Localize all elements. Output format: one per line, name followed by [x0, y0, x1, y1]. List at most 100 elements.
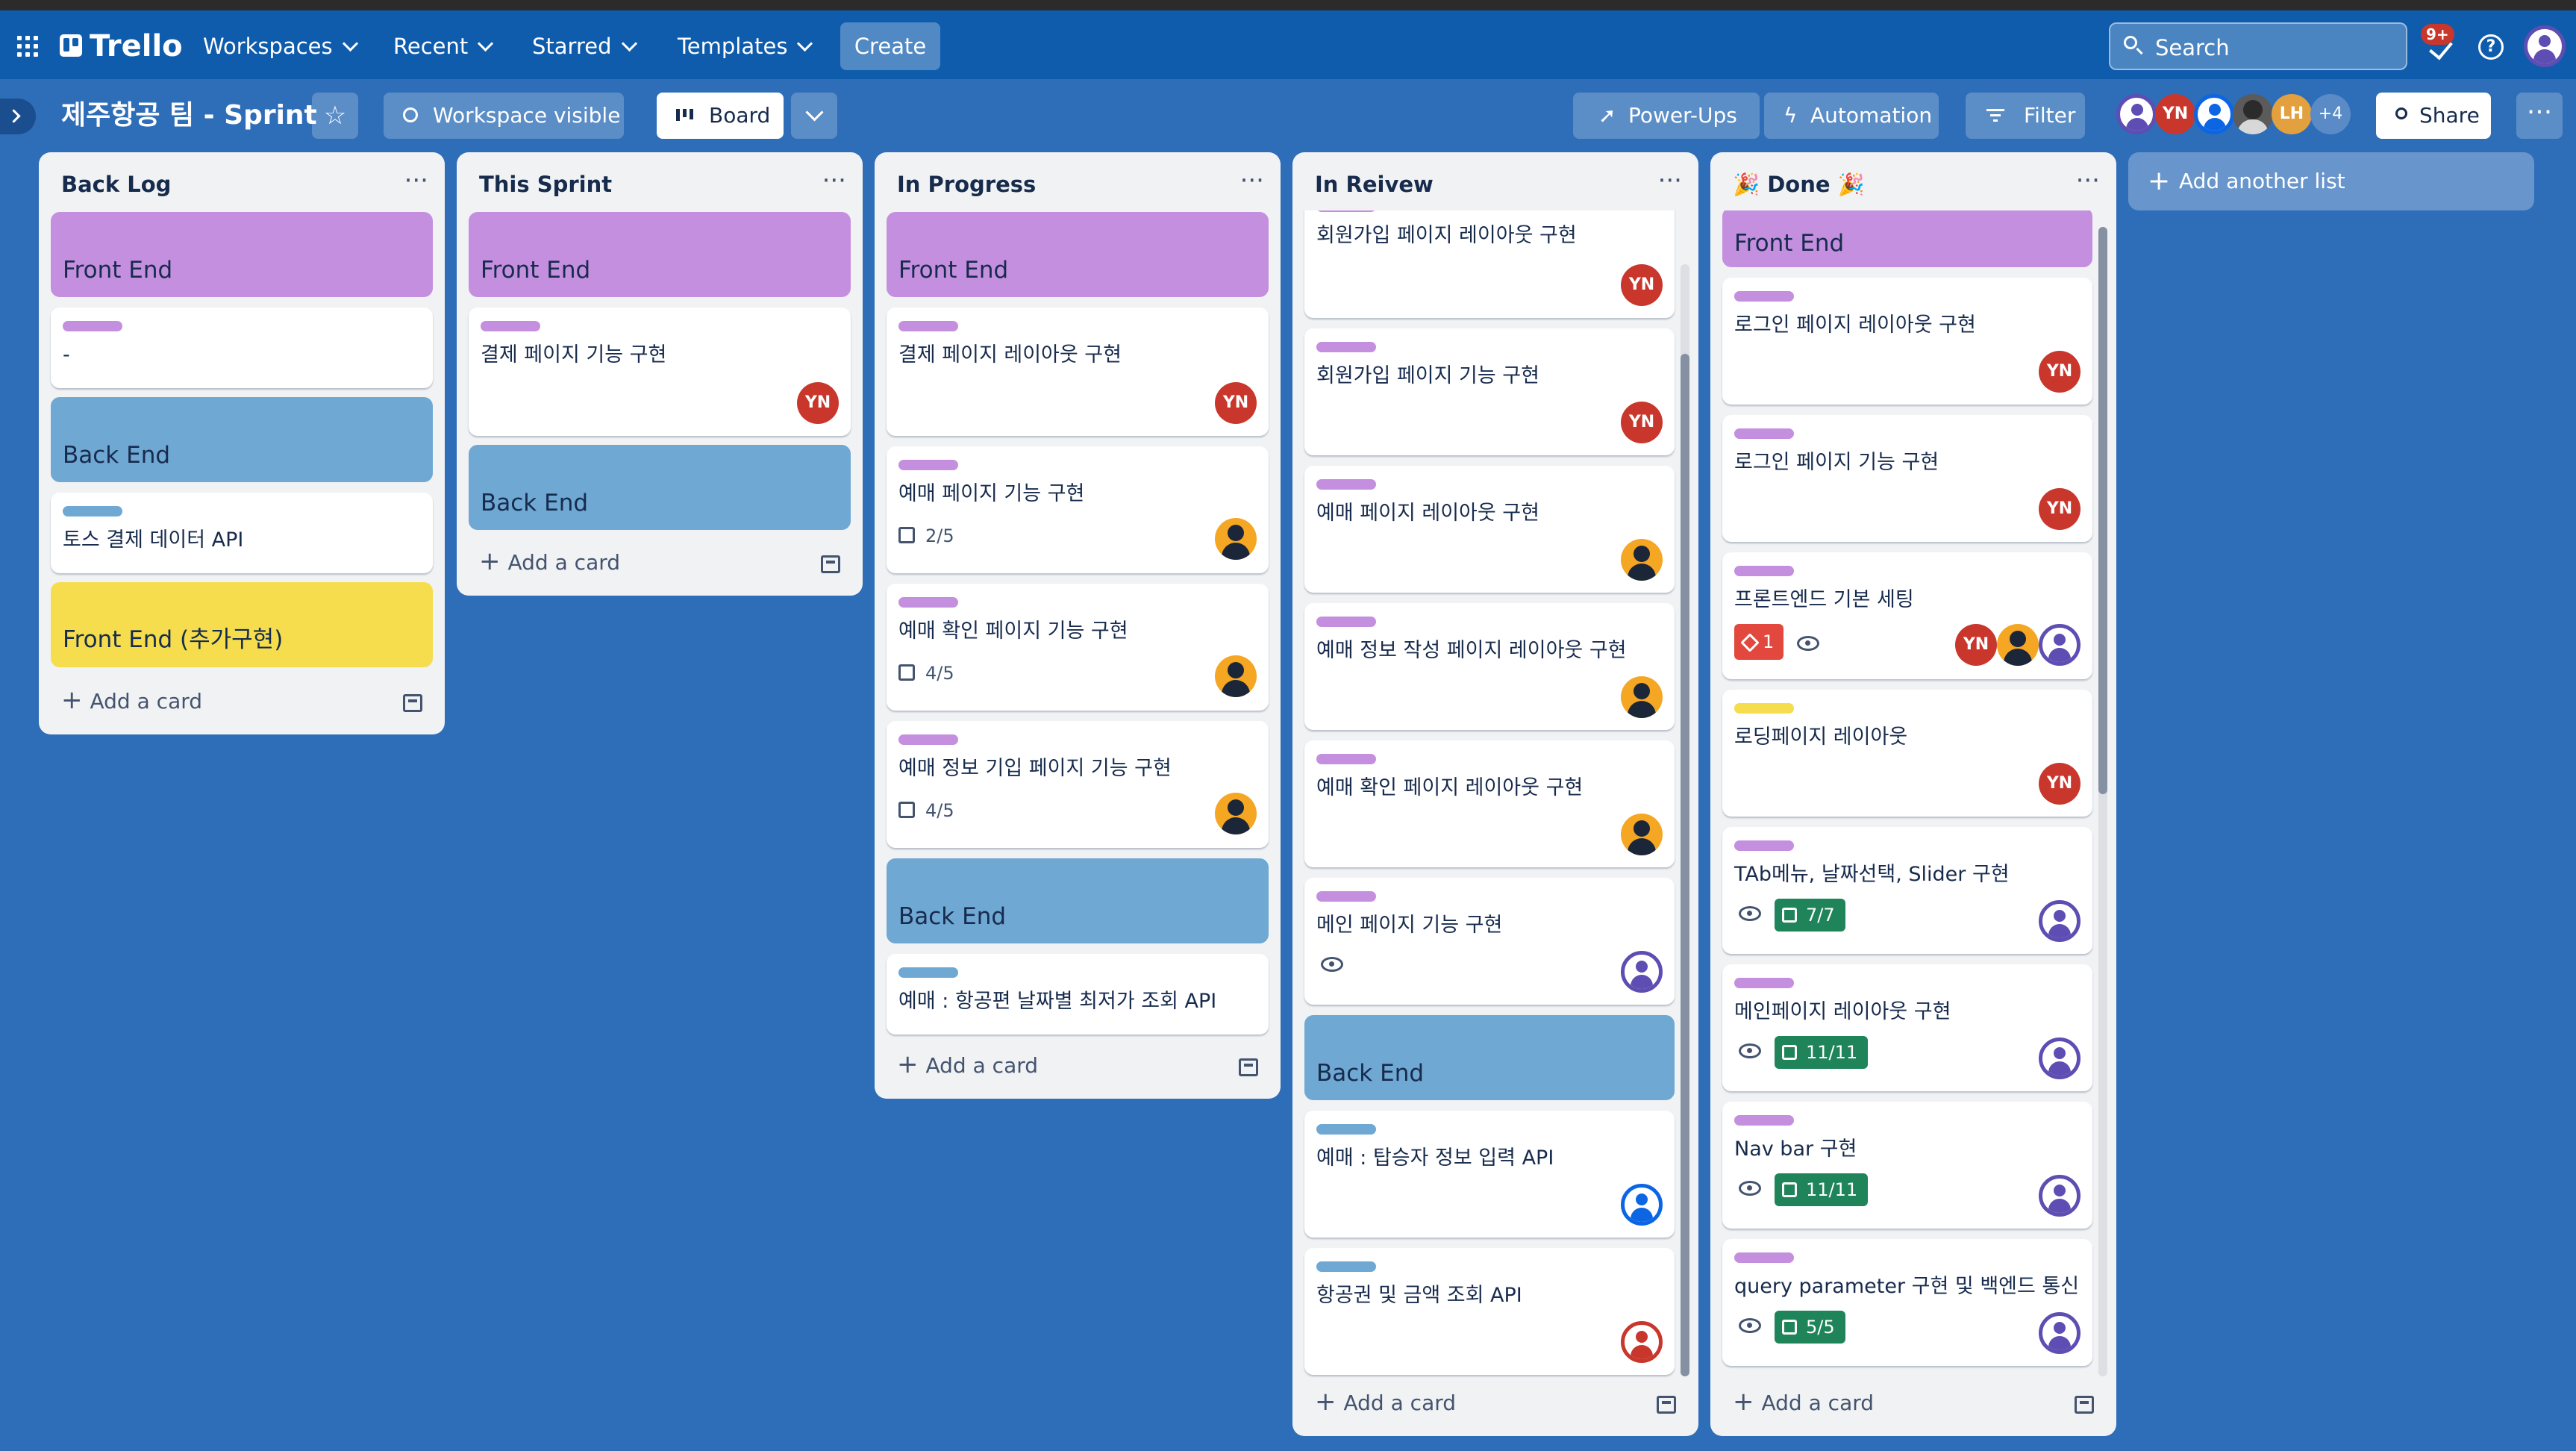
card[interactable]: TAb메뉴, 날짜선택, Slider 구현 7/7: [1722, 827, 2092, 954]
member-avatar[interactable]: [2039, 624, 2081, 666]
card[interactable]: 예매 : 항공편 날짜별 최저가 조회 API: [887, 954, 1269, 1035]
member-avatar[interactable]: [2039, 1037, 2081, 1079]
card-label[interactable]: [1316, 891, 1376, 902]
board-title[interactable]: 제주항공 팀 - Sprint: [61, 100, 317, 131]
card-label[interactable]: [1316, 210, 1376, 212]
app-switcher-icon[interactable]: [16, 35, 39, 57]
card-label[interactable]: [63, 506, 122, 517]
card[interactable]: 메인 페이지 기능 구현: [1304, 878, 1675, 1005]
card-label[interactable]: [898, 734, 958, 745]
add-card-button[interactable]: + Add a card: [479, 546, 621, 576]
card-label[interactable]: [1316, 754, 1376, 764]
separator-card[interactable]: Front End: [887, 212, 1269, 297]
search-input[interactable]: Search: [2109, 22, 2407, 70]
nav-workspaces[interactable]: Workspaces: [203, 31, 358, 61]
separator-card[interactable]: Back End: [51, 397, 433, 482]
card-template-icon[interactable]: [1657, 1396, 1676, 1414]
separator-card[interactable]: Front End: [469, 212, 851, 297]
separator-card[interactable]: Front End: [51, 212, 433, 297]
card-label[interactable]: [63, 321, 122, 331]
member-avatar[interactable]: [1621, 676, 1663, 718]
card-template-icon[interactable]: [403, 694, 422, 712]
notifications-button[interactable]: 9+: [2421, 24, 2461, 66]
member-avatar[interactable]: [1997, 624, 2039, 666]
member-avatar[interactable]: [1621, 1184, 1663, 1226]
list-scrollbar-thumb[interactable]: [2098, 227, 2107, 794]
members-more-badge[interactable]: +4: [2310, 94, 2351, 134]
card-label[interactable]: [898, 597, 958, 608]
card[interactable]: query parameter 구현 및 백엔드 통신 5/5: [1722, 1239, 2092, 1366]
card[interactable]: 예매 확인 페이지 기능 구현 4/5: [887, 584, 1269, 711]
card-template-icon[interactable]: [821, 555, 840, 573]
card-label[interactable]: [898, 967, 958, 978]
list-title[interactable]: 🎉 Done 🎉: [1733, 172, 1865, 197]
filter-button[interactable]: Filter: [1966, 93, 2085, 139]
member-avatar[interactable]: [1621, 539, 1663, 581]
card[interactable]: 예매 페이지 기능 구현 2/5: [887, 446, 1269, 573]
automation-button[interactable]: ϟ Automation: [1764, 93, 1939, 139]
nav-templates[interactable]: Templates: [678, 31, 813, 61]
list-title[interactable]: In Reivew: [1315, 172, 1434, 197]
card-label[interactable]: [1734, 840, 1794, 851]
list-title[interactable]: In Progress: [897, 172, 1037, 197]
profile-avatar[interactable]: [2524, 25, 2566, 67]
card[interactable]: 예매 : 탑승자 정보 입력 API: [1304, 1111, 1675, 1238]
card[interactable]: 회원가입 페이지 기능 구현 YN: [1304, 328, 1675, 455]
nav-starred[interactable]: Starred: [532, 31, 637, 61]
member-avatar[interactable]: [2039, 900, 2081, 942]
member-avatar[interactable]: [1215, 655, 1257, 697]
add-card-button[interactable]: + Add a card: [1315, 1387, 1457, 1417]
list-scrollbar-thumb[interactable]: [1681, 354, 1689, 1376]
card-label[interactable]: [1734, 703, 1794, 714]
separator-card[interactable]: Front End: [1722, 210, 2092, 267]
list-title[interactable]: Back Log: [61, 172, 172, 197]
member-avatar[interactable]: [2039, 1175, 2081, 1217]
add-card-button[interactable]: + Add a card: [897, 1049, 1039, 1079]
member-avatar-yn[interactable]: YN: [2039, 351, 2081, 393]
card[interactable]: 예매 페이지 레이아웃 구현: [1304, 466, 1675, 593]
list-menu-icon[interactable]: ···: [822, 166, 846, 196]
separator-card[interactable]: Back End: [887, 858, 1269, 943]
visibility-button[interactable]: Workspace visible: [384, 93, 624, 139]
card[interactable]: 예매 확인 페이지 레이아웃 구현: [1304, 740, 1675, 867]
card-label[interactable]: [1734, 291, 1794, 302]
list-menu-icon[interactable]: ···: [404, 166, 428, 196]
create-button[interactable]: Create: [840, 22, 940, 70]
card[interactable]: 토스 결제 데이터 API: [51, 493, 433, 573]
card-label[interactable]: [1316, 1124, 1376, 1135]
card[interactable]: 예매 정보 작성 페이지 레이아웃 구현: [1304, 603, 1675, 730]
card[interactable]: 결제 페이지 기능 구현 YN: [469, 308, 851, 436]
card[interactable]: 회원가입 페이지 레이아웃 구현 YN: [1304, 210, 1675, 318]
member-avatar[interactable]: [1621, 951, 1663, 993]
separator-card[interactable]: Front End (추가구현): [51, 582, 433, 667]
list-scrollbar[interactable]: [1681, 264, 1689, 1376]
member-avatar[interactable]: [2039, 1312, 2081, 1354]
more-menu-button[interactable]: ···: [2516, 93, 2563, 139]
card[interactable]: 로딩페이지 레이아웃 YN: [1722, 690, 2092, 817]
member-avatar-yn[interactable]: YN: [2039, 488, 2081, 530]
member-avatar-lh[interactable]: LH: [2272, 94, 2312, 134]
share-button[interactable]: Share: [2376, 93, 2491, 139]
card-label[interactable]: [1734, 978, 1794, 988]
board-view-button[interactable]: Board: [657, 93, 784, 139]
card[interactable]: Nav bar 구현 11/11: [1722, 1102, 2092, 1229]
member-avatar-yn[interactable]: YN: [1621, 402, 1663, 443]
add-card-button[interactable]: + Add a card: [61, 685, 203, 715]
card[interactable]: 메인페이지 레이아웃 구현 11/11: [1722, 964, 2092, 1091]
member-avatar-yn[interactable]: YN: [1215, 382, 1257, 424]
help-icon[interactable]: ?: [2478, 34, 2504, 60]
card-label[interactable]: [898, 460, 958, 470]
member-avatar[interactable]: [1621, 814, 1663, 855]
member-avatar-photo[interactable]: [2233, 94, 2273, 134]
card[interactable]: 로그인 페이지 레이아웃 구현 YN: [1722, 278, 2092, 405]
card-template-icon[interactable]: [1239, 1058, 1258, 1076]
member-avatar[interactable]: [1215, 518, 1257, 560]
add-card-button[interactable]: + Add a card: [1733, 1387, 1875, 1417]
separator-card[interactable]: Back End: [469, 445, 851, 530]
list-menu-icon[interactable]: ···: [1239, 166, 1264, 196]
member-avatar[interactable]: [1215, 793, 1257, 834]
member-avatar[interactable]: [2194, 94, 2234, 134]
list-menu-icon[interactable]: ···: [1657, 166, 1682, 196]
card[interactable]: 프론트엔드 기본 세팅 1 YN: [1722, 552, 2092, 679]
sidebar-toggle-button[interactable]: [0, 99, 36, 134]
